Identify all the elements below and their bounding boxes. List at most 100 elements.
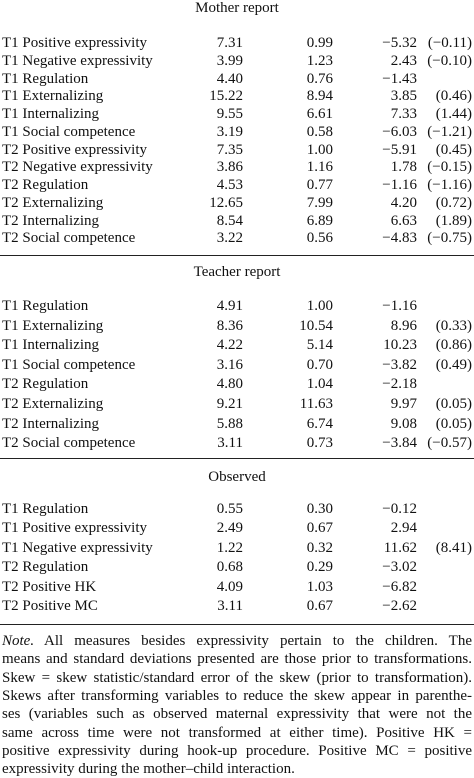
note-line: Note. All measures besides expressivity …	[2, 632, 472, 650]
cell-value: 8.54	[216, 212, 243, 229]
cell-value: (0.49)	[435, 356, 472, 373]
cell-value: −6.03	[382, 123, 417, 140]
cell-value: (0.45)	[435, 141, 472, 158]
row-label: T1 Regulation	[2, 298, 89, 314]
row-label: T2 Regulation	[2, 376, 89, 393]
cell-value: 9.55	[216, 106, 243, 122]
cell-value: −3.84	[382, 435, 417, 452]
cell-value: 1.22	[216, 539, 243, 556]
cell-value: 9.21	[216, 396, 243, 412]
note-label: Note.	[2, 633, 35, 649]
rule	[0, 255, 474, 256]
cell-value: 11.62	[383, 539, 417, 556]
cell-value: 7.33	[390, 106, 417, 122]
cell-value: (0.05)	[435, 396, 472, 412]
row-label: T1 Regulation	[2, 501, 89, 517]
cell-value: 2.49	[216, 520, 243, 537]
cell-value: 4.53	[216, 177, 243, 193]
cell-value: 12.65	[209, 194, 243, 211]
cell-value: 8.36	[216, 317, 243, 334]
cell-value: 3.85	[390, 88, 417, 105]
cell-value: 3.22	[216, 230, 243, 247]
cell-value: 0.99	[306, 35, 333, 51]
note-line: Skew = skew statistic/standard error of …	[2, 669, 472, 687]
cell-value: −3.02	[382, 559, 417, 576]
cell-value: 7.31	[216, 35, 243, 51]
cell-value: 0.30	[306, 501, 333, 517]
cell-value: 3.16	[216, 356, 243, 373]
note-text: means and standard deviations presented …	[2, 651, 472, 668]
cell-value: 2.94	[390, 520, 417, 537]
row-label: T1 Internalizing	[2, 337, 100, 354]
cell-value: 1.00	[306, 298, 333, 314]
note-text: All measures besides expressivity pertai…	[44, 633, 472, 649]
cell-value: 5.14	[306, 337, 333, 354]
row-label: T1 Social competence	[2, 356, 136, 373]
cell-value: 8.94	[306, 88, 333, 105]
cell-value: (0.33)	[435, 317, 472, 334]
row-label: T1 Positive expressivity	[2, 520, 147, 537]
note-line: Skews after transforming variables to re…	[2, 687, 472, 705]
row-label: T2 Externalizing	[2, 194, 104, 211]
row-label: T1 Externalizing	[2, 317, 104, 334]
cell-value: 11.63	[299, 396, 333, 412]
cell-value: 4.80	[216, 376, 243, 393]
note-text: ses (variables such as observed maternal…	[2, 706, 472, 723]
cell-value: 4.20	[390, 194, 417, 211]
cell-value: 1.00	[306, 141, 333, 158]
cell-value: 4.40	[216, 70, 243, 87]
cell-value: −5.32	[382, 35, 417, 51]
row-label: T2 Positive HK	[2, 578, 97, 595]
note-text: Skews after transforming variables to re…	[2, 687, 472, 704]
cell-value: 6.63	[390, 212, 417, 229]
row-label: T1 Social competence	[2, 123, 136, 140]
cell-value: −1.16	[382, 298, 417, 314]
cell-value: 9.97	[390, 396, 417, 412]
cell-value: −4.83	[382, 230, 417, 247]
row-label: T2 Externalizing	[2, 396, 104, 412]
cell-value: 15.22	[209, 88, 243, 105]
cell-value: (−1.21)	[427, 123, 472, 140]
rule	[0, 458, 474, 459]
cell-value: 6.89	[306, 212, 333, 229]
cell-value: 0.73	[306, 435, 333, 452]
cell-value: −2.62	[382, 598, 417, 614]
cell-value: 10.54	[299, 317, 333, 334]
cell-value: 1.03	[306, 578, 333, 595]
cell-value: −0.12	[382, 501, 417, 517]
cell-value: −5.91	[382, 141, 417, 158]
note-text: positive expressivity during hook-up pro…	[2, 742, 472, 759]
cell-value: (−0.10)	[427, 52, 472, 69]
note-text: same across time were not transformed at…	[2, 724, 472, 741]
note-line: same across time were not transformed at…	[2, 724, 472, 742]
cell-value: 0.77	[306, 177, 333, 193]
cell-value: 3.19	[216, 123, 243, 140]
cell-value: (0.05)	[435, 415, 472, 432]
cell-value: 3.86	[216, 159, 243, 176]
section-title: Mother report	[195, 0, 279, 16]
cell-value: 0.55	[216, 501, 243, 517]
cell-value: 0.32	[306, 539, 333, 556]
note-line: means and standard deviations presented …	[2, 650, 472, 668]
cell-value: 3.99	[216, 52, 243, 69]
cell-value: 0.76	[306, 70, 333, 87]
cell-value: −6.82	[382, 578, 417, 595]
cell-value: 1.16	[306, 159, 333, 176]
section-title: Observed	[208, 469, 266, 485]
cell-value: 0.67	[306, 520, 333, 537]
note-line: positive expressivity during hook-up pro…	[2, 742, 472, 760]
cell-value: (−0.11)	[427, 35, 472, 51]
row-label: T1 Negative expressivity	[2, 539, 153, 556]
cell-value: 0.56	[306, 230, 333, 247]
cell-value: 2.43	[390, 52, 417, 69]
cell-value: 0.67	[306, 598, 333, 614]
section-title: Teacher report	[193, 264, 281, 280]
row-label: T2 Negative expressivity	[2, 159, 153, 176]
note-text: Skew = skew statistic/standard error of …	[2, 669, 472, 686]
cell-value: 0.29	[306, 559, 333, 576]
row-label: T1 Negative expressivity	[2, 52, 153, 69]
cell-value: −3.82	[382, 356, 417, 373]
row-label: T2 Positive expressivity	[2, 141, 147, 158]
cell-value: 10.23	[383, 337, 417, 354]
